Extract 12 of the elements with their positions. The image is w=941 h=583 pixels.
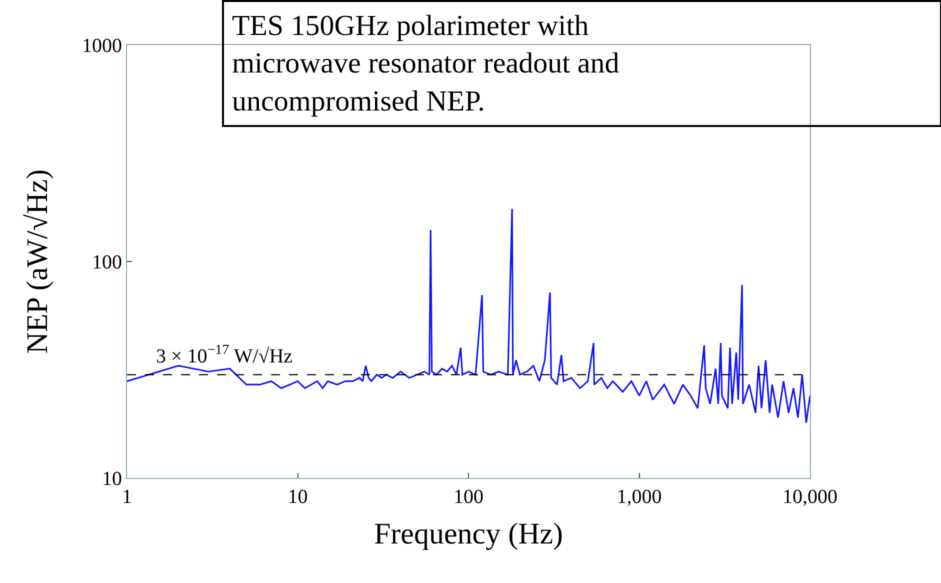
x-axis-title: Frequency (Hz) — [374, 518, 564, 550]
y-tick-label: 100 — [92, 252, 122, 274]
ref-line-label: 3 × 10$^{−17}$ W/√Hz — [156, 343, 293, 368]
y-tick-label: 10 — [102, 468, 122, 490]
x-tick-label: 100 — [454, 486, 484, 508]
y-axis-title: NEP (aW/√Hz) — [21, 169, 54, 354]
x-tick-label: 1 — [122, 486, 132, 508]
x-tick-label: 10,000 — [782, 486, 838, 508]
y-tick-label: 1000 — [82, 35, 122, 57]
x-tick-label: 1,000 — [616, 486, 662, 508]
annotation: TES 150GHz polarimeter with microwave resonator readout and uncompromised NEP. — [232, 10, 620, 118]
x-tick-label: 10 — [288, 486, 308, 508]
